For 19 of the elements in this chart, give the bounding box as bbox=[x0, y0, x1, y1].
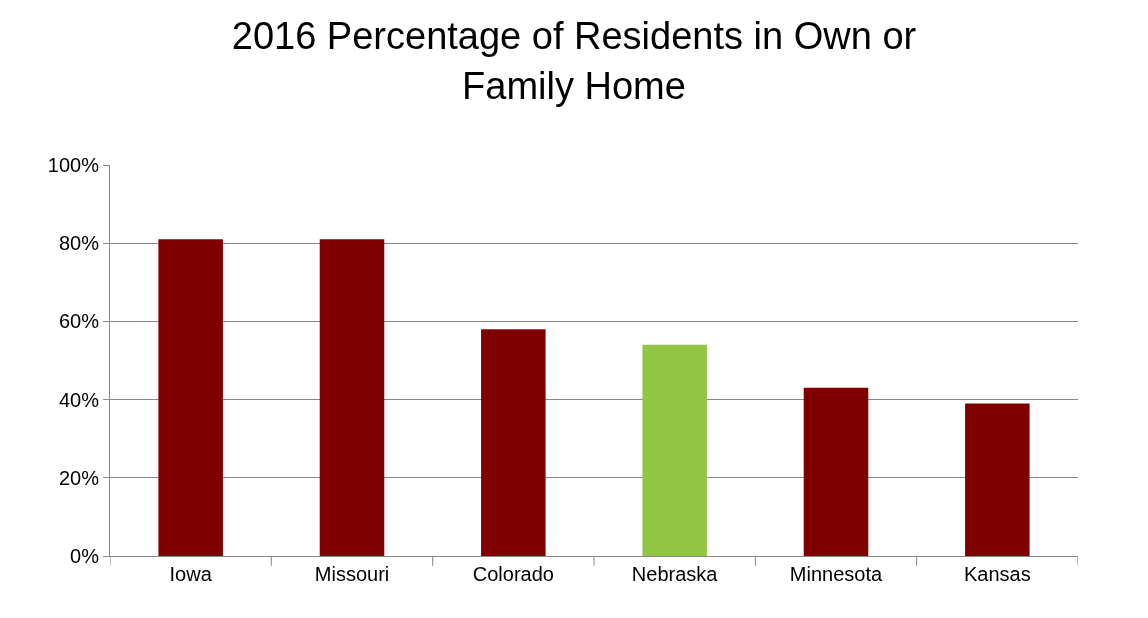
x-tick-label: Nebraska bbox=[631, 563, 719, 585]
x-tick-label: Missouri bbox=[314, 563, 390, 585]
x-tick-label: Kansas bbox=[963, 563, 1031, 585]
y-tick-label: 40% bbox=[58, 388, 100, 411]
x-tick-label: Minnesota bbox=[789, 563, 884, 585]
bar bbox=[642, 344, 707, 556]
x-tick-label: Colorado bbox=[472, 563, 554, 585]
chart-title: 2016 Percentage of Residents in Own or Family Home bbox=[231, 15, 917, 107]
bar bbox=[965, 403, 1030, 556]
bar bbox=[158, 239, 223, 556]
bar bbox=[319, 239, 385, 556]
y-tick-label: 0% bbox=[70, 545, 100, 567]
y-tick-label: 60% bbox=[58, 310, 100, 333]
y-tick-label: 80% bbox=[58, 232, 100, 255]
x-tick-label: Iowa bbox=[169, 563, 213, 585]
bar bbox=[481, 329, 546, 556]
bar bbox=[803, 387, 869, 556]
y-tick-label: 100% bbox=[47, 154, 100, 176]
y-tick-label: 20% bbox=[58, 466, 100, 489]
